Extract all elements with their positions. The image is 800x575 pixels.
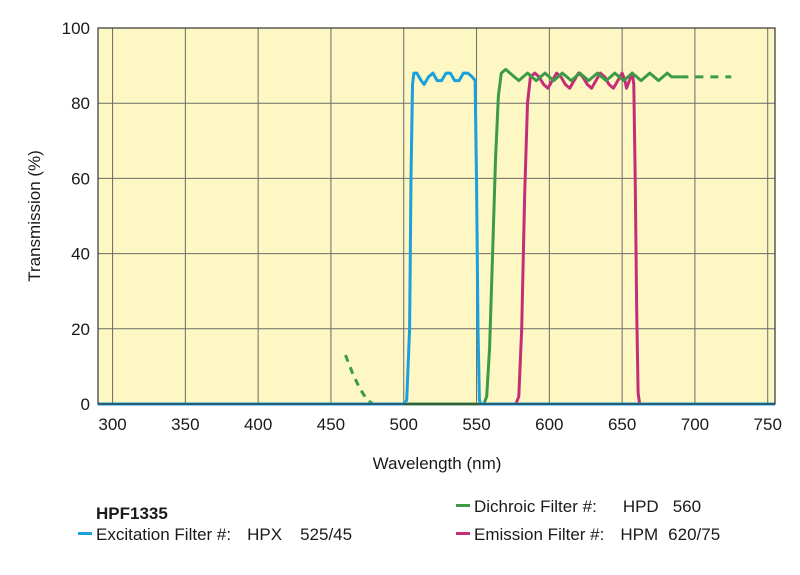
x-tick-label: 650: [608, 415, 636, 434]
legend-dichroic-spec: 560: [672, 497, 702, 516]
x-tick-labels: 300 350 400 450 500 550 600 650 700 750: [98, 415, 782, 434]
dichroic-series-line: [98, 67, 681, 406]
legend-product-title: HPF1335: [96, 504, 168, 523]
plot-background: [98, 28, 775, 404]
x-tick-label: 750: [754, 415, 782, 434]
legend-excitation-spec: 525/45: [300, 525, 353, 544]
x-tick-label: 350: [171, 415, 199, 434]
x-tick-label: 600: [535, 415, 563, 434]
y-axis-label: Transmission (%): [25, 150, 44, 282]
legend-item-excitation: Excitation Filter #: HPX 525/45: [78, 525, 352, 545]
legend-dichroic-code: HPD: [622, 497, 659, 516]
excitation-swatch: [78, 532, 92, 536]
legend-dichroic-label: Dichroic Filter #:: [474, 497, 597, 516]
legend-excitation-code: HPX: [247, 525, 283, 544]
x-tick-label: 300: [98, 415, 126, 434]
series-layer: [98, 67, 775, 406]
y-tick-labels: 0 20 40 60 80 100: [62, 19, 90, 414]
y-tick-label: 0: [81, 395, 90, 414]
x-tick-label: 450: [317, 415, 345, 434]
y-tick-label: 60: [71, 169, 90, 188]
x-tick-label: 400: [244, 415, 272, 434]
dichroic-swatch: [456, 504, 470, 508]
legend-emission-spec: 620/75: [668, 525, 721, 544]
legend-emission-code: HPM: [620, 525, 659, 544]
y-tick-label: 80: [71, 94, 90, 113]
x-axis-label: Wavelength (nm): [373, 454, 502, 473]
legend-item-dichroic: Dichroic Filter #: HPD 560: [456, 497, 701, 517]
y-tick-label: 40: [71, 245, 90, 264]
legend-item-emission: Emission Filter #: HPM 620/75: [456, 525, 720, 545]
dichroic-series-dashed-left: [344, 354, 375, 406]
legend-emission-label: Emission Filter #:: [474, 525, 605, 544]
excitation-series-line: [98, 71, 775, 406]
x-tick-label: 500: [390, 415, 418, 434]
x-tick-label: 550: [462, 415, 490, 434]
y-tick-label: 100: [62, 19, 90, 38]
y-tick-label: 20: [71, 320, 90, 339]
plot-border: [97, 27, 776, 405]
emission-swatch: [456, 532, 470, 536]
x-tick-label: 700: [681, 415, 709, 434]
legend-excitation-label: Excitation Filter #:: [96, 525, 232, 544]
